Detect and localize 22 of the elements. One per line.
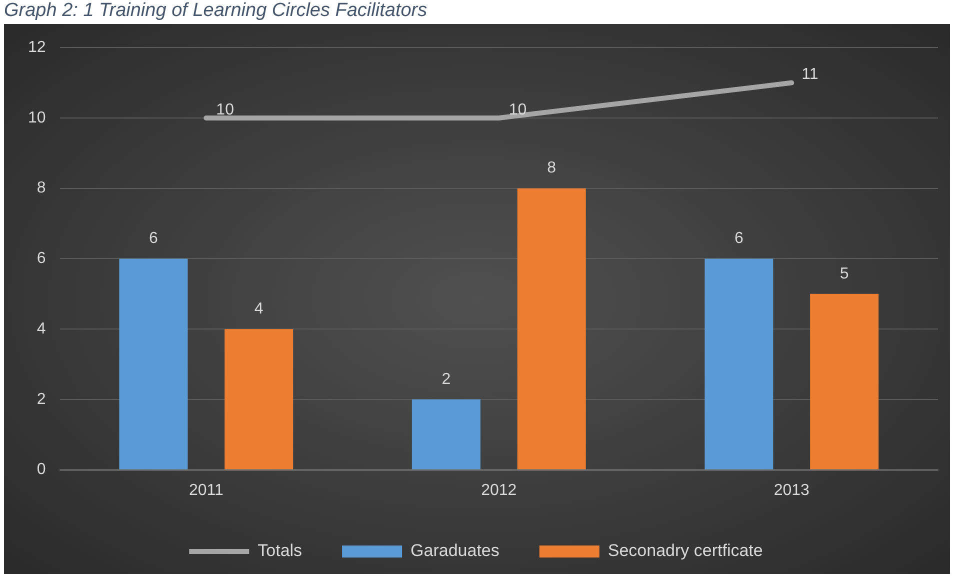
y-tick-label: 2 — [36, 390, 46, 408]
data-label: 5 — [840, 265, 849, 282]
y-tick-label: 12 — [28, 39, 46, 56]
data-label: 2 — [442, 370, 451, 388]
data-label: 11 — [802, 66, 818, 84]
data-label: 8 — [547, 160, 556, 177]
y-tick-label: 6 — [36, 250, 46, 268]
x-tick-label: 2012 — [481, 482, 517, 499]
legend-label: Garaduates — [410, 541, 500, 560]
y-tick-label: 8 — [36, 180, 46, 197]
legend-label: Totals — [258, 541, 302, 560]
data-label: 4 — [254, 300, 264, 318]
data-label: 10 — [216, 101, 234, 118]
x-tick-label: 2013 — [774, 482, 810, 499]
chart-title: Graph 2: 1 Training of Learning Circles Facilitators — [3, 0, 428, 23]
data-label: 6 — [734, 230, 744, 248]
y-tick-label: 0 — [36, 461, 46, 478]
y-tick-label: 4 — [36, 320, 46, 338]
x-tick-label: 2011 — [188, 482, 224, 499]
data-label: 6 — [149, 230, 158, 248]
y-tick-label: 10 — [28, 109, 46, 126]
legend-label: Seconadry certficate — [608, 541, 763, 560]
